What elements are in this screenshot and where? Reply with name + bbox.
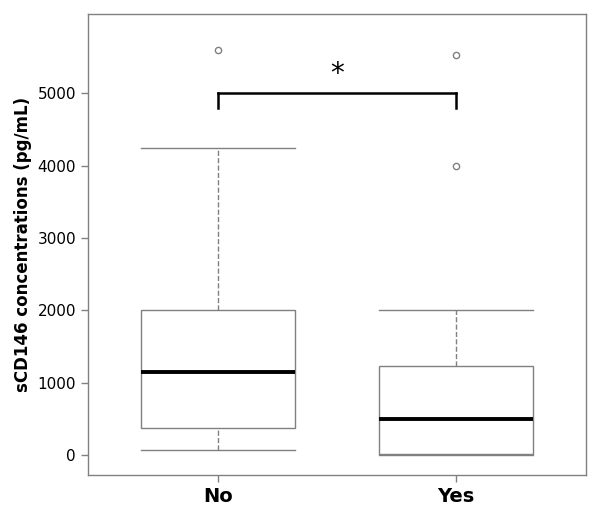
Bar [379, 366, 533, 454]
Y-axis label: sCD146 concentrations (pg/mL): sCD146 concentrations (pg/mL) [14, 97, 32, 392]
Text: *: * [330, 60, 344, 88]
Bar [141, 310, 295, 427]
